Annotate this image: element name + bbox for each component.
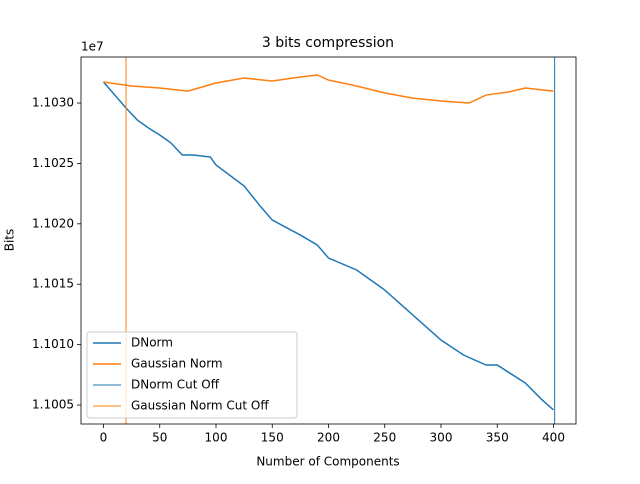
y-tick-label: 1.1030 bbox=[32, 96, 74, 110]
x-tick-label: 350 bbox=[486, 431, 509, 445]
y-tick-label: 1.1010 bbox=[32, 337, 74, 351]
y-tick-label: 1.1025 bbox=[32, 156, 74, 170]
x-tick-label: 300 bbox=[430, 431, 453, 445]
x-tick-label: 150 bbox=[261, 431, 284, 445]
line-series bbox=[102, 81, 554, 411]
y-axis-label: Bits bbox=[3, 229, 17, 252]
legend-box bbox=[86, 331, 298, 419]
legend-label: DNorm bbox=[131, 336, 173, 350]
x-tick-label: 100 bbox=[205, 431, 228, 445]
legend-label: Gaussian Norm Cut Off bbox=[131, 399, 269, 413]
legend-label: Gaussian Norm bbox=[131, 357, 223, 371]
plot-frame bbox=[80, 56, 577, 425]
x-tick-label: 50 bbox=[152, 431, 167, 445]
x-tick-label: 250 bbox=[373, 431, 396, 445]
y-tick-label: 1.1020 bbox=[32, 216, 74, 230]
y-offset-text: 1e7 bbox=[81, 40, 104, 54]
line-series bbox=[103, 74, 554, 104]
chart-title: 3 bits compression bbox=[262, 35, 394, 51]
x-axis-label: Number of Components bbox=[256, 455, 399, 469]
x-tick-label: 200 bbox=[317, 431, 340, 445]
y-tick-label: 1.1015 bbox=[32, 277, 74, 291]
x-tick-label: 0 bbox=[100, 431, 108, 445]
x-tick-label: 400 bbox=[542, 431, 565, 445]
y-tick-label: 1.1005 bbox=[32, 398, 74, 412]
legend-label: DNorm Cut Off bbox=[131, 378, 220, 392]
